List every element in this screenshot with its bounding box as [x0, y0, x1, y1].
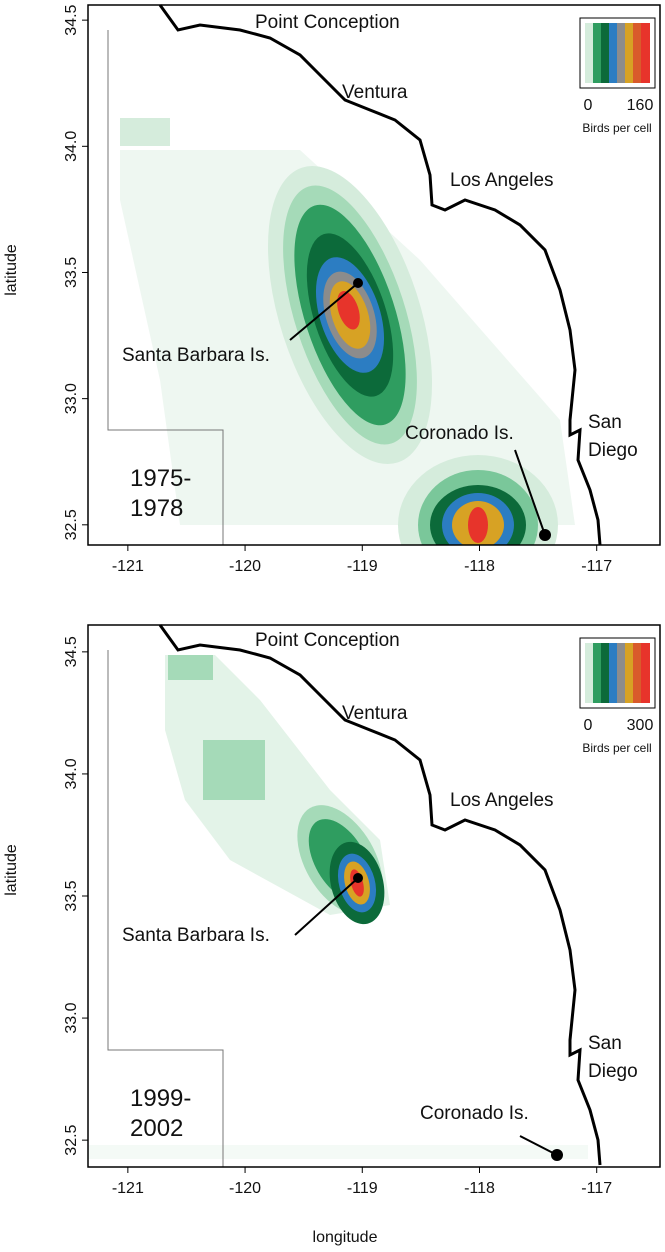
- legend: [579, 637, 656, 709]
- place-label: Santa Barbara Is.: [122, 925, 270, 946]
- x-tick-label: -117: [581, 1180, 612, 1197]
- y-tick-label: 34.5: [63, 636, 80, 667]
- place-label: Diego: [588, 440, 638, 461]
- density-layer: [120, 118, 575, 545]
- period-label: 2002: [130, 1115, 183, 1142]
- legend-tick: 160: [627, 97, 654, 114]
- period-label: 1978: [130, 495, 183, 522]
- density-patch: [120, 118, 170, 146]
- x-tick-label: -119: [347, 1180, 378, 1197]
- x-tick-label: -121: [112, 558, 144, 575]
- y-tick-label: 34.0: [63, 758, 80, 789]
- place-label: Los Angeles: [450, 170, 554, 191]
- x-tick-label: -119: [347, 558, 378, 575]
- y-tick-label: 34.0: [63, 131, 80, 162]
- pointer: [289, 282, 359, 341]
- legend-tick: 300: [627, 717, 654, 734]
- place-label: Los Angeles: [450, 790, 554, 811]
- x-tick-label: -117: [581, 558, 612, 575]
- place-label: Santa Barbara Is.: [122, 345, 270, 366]
- marker: [353, 873, 363, 883]
- x-tick-label: -120: [229, 558, 261, 575]
- x-tick-label: -118: [464, 558, 495, 575]
- x-tick-label: -120: [229, 1180, 261, 1197]
- x-tick-label: -121: [112, 1180, 144, 1197]
- pointer: [514, 449, 546, 536]
- place-label: Diego: [588, 1061, 638, 1082]
- legend-tick: 0: [584, 717, 593, 734]
- frame: [87, 4, 661, 546]
- y-tick-label: 33.5: [63, 880, 80, 911]
- boundary: [107, 30, 224, 545]
- x-axis-label: longitude: [313, 1229, 378, 1246]
- legend: [579, 17, 656, 89]
- x-tick-label: -118: [464, 1180, 495, 1197]
- place-label: Point Conception: [255, 630, 400, 651]
- period-label: 1975-: [130, 465, 191, 492]
- y-tick-label: 33.0: [63, 383, 80, 414]
- pointer: [294, 877, 359, 936]
- marker: [353, 278, 363, 288]
- place-label: Coronado Is.: [420, 1103, 529, 1124]
- density-layer: [88, 655, 588, 1159]
- place-label: San: [588, 1033, 622, 1054]
- place-label: San: [588, 412, 622, 433]
- map-panel: Point Conception Ventura Los Angeles San…: [63, 3, 661, 575]
- y-tick-label: 33.5: [63, 257, 80, 288]
- y-tick-label: 32.5: [63, 1124, 80, 1155]
- boundary: [107, 650, 224, 1167]
- y-tick-label: 32.5: [63, 509, 80, 540]
- y-axis-label: latitude: [3, 244, 20, 296]
- y-tick-label: 34.5: [63, 4, 80, 35]
- legend-tick: 0: [584, 97, 593, 114]
- y-axis-label: latitude: [3, 844, 20, 896]
- pointer: [519, 1135, 558, 1156]
- place-label: Coronado Is.: [405, 423, 514, 444]
- marker: [551, 1149, 563, 1161]
- place-label: Ventura: [342, 82, 408, 103]
- legend-title: Birds per cell: [582, 741, 651, 755]
- place-label: Ventura: [342, 703, 408, 724]
- map-panel: Point Conception Ventura Los Angeles San…: [63, 623, 661, 1197]
- y-tick-label: 33.0: [63, 1002, 80, 1033]
- period-label: 1999-: [130, 1085, 191, 1112]
- marker: [539, 529, 551, 541]
- place-label: Point Conception: [255, 12, 400, 33]
- legend-title: Birds per cell: [582, 121, 651, 135]
